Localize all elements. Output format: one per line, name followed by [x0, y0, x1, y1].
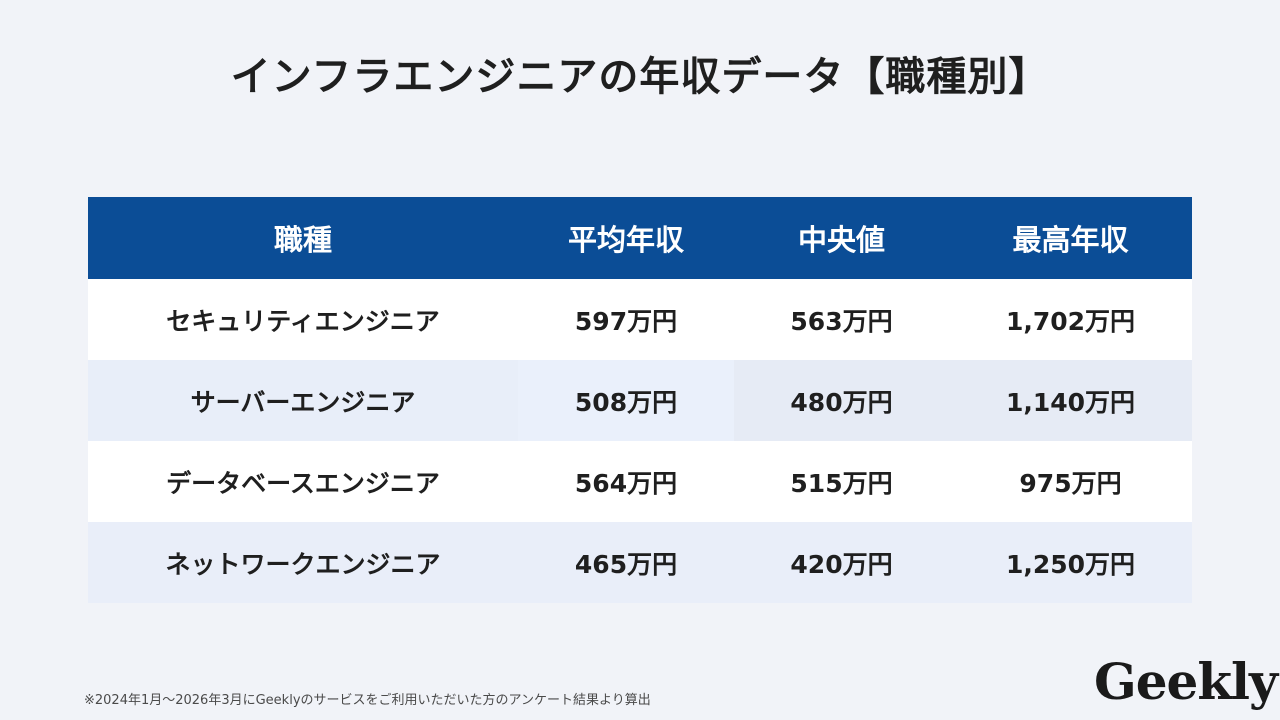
table-row: サーバーエンジニア 508万円 480万円 1,140万円: [88, 360, 1192, 441]
job-type-cell: データベースエンジニア: [88, 441, 518, 522]
header-average-salary: 平均年収: [518, 197, 734, 279]
table-row: セキュリティエンジニア 597万円 563万円 1,702万円: [88, 279, 1192, 360]
table-row: ネットワークエンジニア 465万円 420万円 1,250万円: [88, 522, 1192, 603]
job-type-cell: サーバーエンジニア: [88, 360, 518, 441]
footnote: ※2024年1月〜2026年3月にGeeklyのサービスをご利用いただいた方のア…: [84, 693, 651, 708]
median-cell: 480万円: [734, 360, 949, 441]
salary-table: 職種 平均年収 中央値 最高年収 セキュリティエンジニア 597万円 563万円…: [88, 197, 1192, 603]
median-cell: 515万円: [734, 441, 949, 522]
table-row: データベースエンジニア 564万円 515万円 975万円: [88, 441, 1192, 522]
median-cell: 420万円: [734, 522, 949, 603]
average-salary-cell: 564万円: [518, 441, 734, 522]
max-salary-cell: 1,702万円: [949, 279, 1192, 360]
job-type-cell: ネットワークエンジニア: [88, 522, 518, 603]
geekly-logo: Geekly: [1094, 652, 1278, 711]
header-job-type: 職種: [88, 197, 518, 279]
median-cell: 563万円: [734, 279, 949, 360]
job-type-cell: セキュリティエンジニア: [88, 279, 518, 360]
page-title: インフラエンジニアの年収データ【職種別】: [230, 54, 1050, 100]
average-salary-cell: 597万円: [518, 279, 734, 360]
max-salary-cell: 1,250万円: [949, 522, 1192, 603]
max-salary-cell: 975万円: [949, 441, 1192, 522]
header-median: 中央値: [734, 197, 949, 279]
header-max-salary: 最高年収: [949, 197, 1192, 279]
table-header-row: 職種 平均年収 中央値 最高年収: [88, 197, 1192, 279]
max-salary-cell: 1,140万円: [949, 360, 1192, 441]
average-salary-cell: 508万円: [518, 360, 734, 441]
average-salary-cell: 465万円: [518, 522, 734, 603]
